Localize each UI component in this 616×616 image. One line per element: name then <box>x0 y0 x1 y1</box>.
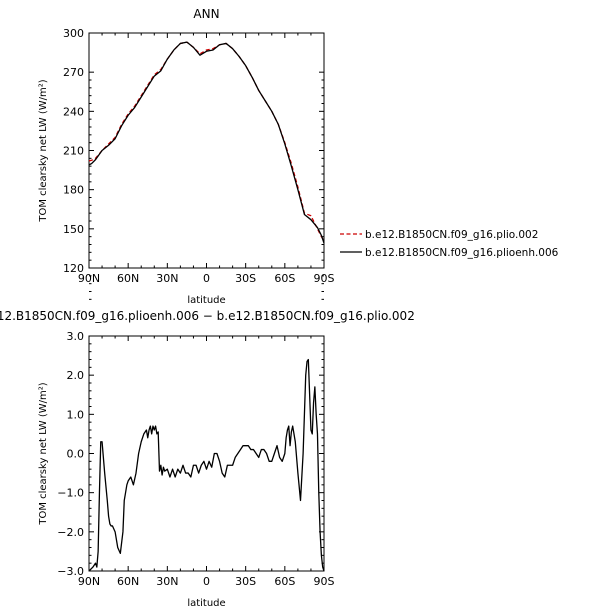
y-tick-label: 2.0 <box>67 369 85 382</box>
y-tick-label: 3.0 <box>67 330 85 343</box>
series-line-1 <box>88 41 325 244</box>
y-tick-label: 0.0 <box>67 448 85 461</box>
x-ticks: 90N 60N 30N 0 30S 60S 90S <box>78 33 335 285</box>
x-tick-label: 30S <box>235 575 256 588</box>
y-ticks: 120 150 180 210 240 270 300 <box>63 27 324 300</box>
x-tick-label: 30S <box>235 272 256 285</box>
x-ticks: 90N 60N 30N 0 30S 60S 90S <box>78 336 335 588</box>
plot-frame <box>88 335 325 572</box>
legend-label-plio: b.e12.B1850CN.f09_g16.plio.002 <box>365 229 538 241</box>
y-ticks: 3.0 2.0 1.0 0.0 −1.0 −2.0 −3.0 <box>57 330 324 578</box>
series-group <box>88 41 325 244</box>
panel-title: b.e12.B1850CN.f09_g16.plioenh.006 − b.e1… <box>0 309 415 323</box>
y-tick-label: 120 <box>63 262 84 275</box>
y-tick-label: 210 <box>63 145 84 158</box>
panel-title: ANN <box>193 7 219 21</box>
x-tick-label: 30N <box>156 575 178 588</box>
x-tick-label: 0 <box>203 575 210 588</box>
y-tick-label: −2.0 <box>57 526 84 539</box>
legend-label-plioenh: b.e12.B1850CN.f09_g16.plioenh.006 <box>365 247 559 259</box>
series-group <box>88 358 325 572</box>
x-tick-label: 90N <box>78 272 100 285</box>
x-tick-label: 60N <box>117 272 139 285</box>
y-axis-title: TOM clearsky net LW (W/m²) <box>38 79 49 222</box>
top-panel: ANN 90N 60N 30N 0 30S 60S 90S 120 150 180 210 240 2… <box>38 7 335 306</box>
x-tick-label: 90N <box>78 575 100 588</box>
series-line-0 <box>88 41 325 241</box>
y-tick-label: 300 <box>63 27 84 40</box>
bottom-panel: b.e12.B1850CN.f09_g16.plioenh.006 − b.e1… <box>0 309 415 609</box>
y-tick-label: −1.0 <box>57 487 84 500</box>
x-axis-title: latitude <box>187 295 225 306</box>
legend: b.e12.B1850CN.f09_g16.plio.002 b.e12.B18… <box>340 229 559 259</box>
y-tick-label: 240 <box>63 105 84 118</box>
x-tick-label: 90S <box>314 575 335 588</box>
x-tick-label: 60S <box>274 575 295 588</box>
x-tick-label: 30N <box>156 272 178 285</box>
x-axis-title: latitude <box>187 598 225 609</box>
y-axis-title: TOM clearsky net LW (W/m²) <box>38 382 49 525</box>
y-tick-label: 150 <box>63 223 84 236</box>
plot-frame <box>88 32 325 269</box>
x-tick-label: 60N <box>117 575 139 588</box>
x-tick-label: 60S <box>274 272 295 285</box>
y-tick-label: 270 <box>63 66 84 79</box>
y-tick-label: 1.0 <box>67 408 85 421</box>
y-tick-label: −3.0 <box>57 565 84 578</box>
x-tick-label: 0 <box>203 272 210 285</box>
x-tick-label: 90S <box>314 272 335 285</box>
series-line-0 <box>88 358 325 572</box>
y-tick-label: 180 <box>63 184 84 197</box>
